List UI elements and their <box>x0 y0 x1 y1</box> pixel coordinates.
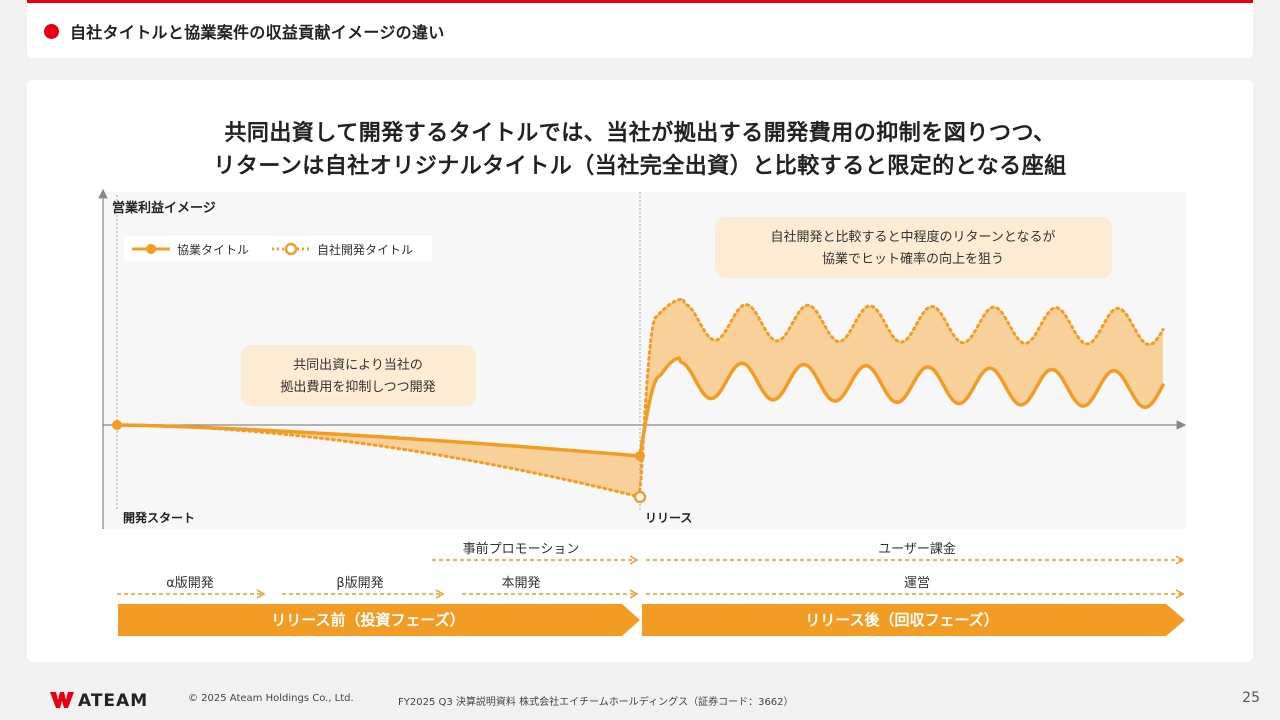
start-label: 開発スタート <box>123 510 195 525</box>
legend-collab-marker <box>146 244 156 254</box>
header-card: 自社タイトルと協業案件の収益貢献イメージの違い <box>27 3 1253 58</box>
page-title: 自社タイトルと協業案件の収益貢献イメージの違い <box>70 23 445 42</box>
footer-document-info: FY2025 Q3 決算説明資料 株式会社エイチームホールディングス（証券コード… <box>398 697 794 708</box>
timeline-main-dev-label: 本開発 <box>501 576 540 591</box>
footer-copyright: © 2025 Ateam Holdings Co., Ltd. <box>188 693 354 704</box>
y-axis-label: 営業利益イメージ <box>112 200 216 216</box>
top-accent-bar <box>27 0 1253 3</box>
ateam-logo-mark-icon <box>50 692 74 708</box>
timeline-promotion-label: 事前プロモーション <box>463 541 580 557</box>
timeline-billing-label: ユーザー課金 <box>878 541 956 557</box>
callout-left: 共同出資により当社の 拠出費用を抑制しつつ開発 <box>241 345 476 406</box>
timeline-operation-label: 運営 <box>904 576 930 591</box>
ateam-logo-text: ATEAM <box>78 691 148 710</box>
callout-right: 自社開発と比較すると中程度のリターンとなるが 協業でヒット確率の向上を狙う <box>715 217 1112 278</box>
callout-left-line-2: 拠出費用を抑制しつつ開発 <box>280 380 435 395</box>
callout-left-line-1: 共同出資により当社の <box>293 357 423 373</box>
callout-right-line-1: 自社開発と比較すると中程度のリターンとなるが <box>771 229 1056 245</box>
timeline-alpha-label: α版開発 <box>166 576 214 591</box>
start-point <box>112 420 122 430</box>
own-release-point <box>633 490 647 504</box>
ateam-logo: ATEAM <box>50 691 148 710</box>
headline-line-1: 共同出資して開発するタイトルでは、当社が拠出する開発費用の抑制を図りつつ、 <box>224 121 1056 146</box>
phase-after-label: リリース後（回収フェーズ） <box>805 611 999 629</box>
own-title-curve <box>115 297 1165 499</box>
legend-own-label: 自社開発タイトル <box>317 242 413 257</box>
return-gap-area <box>117 299 1163 497</box>
release-label: リリース <box>645 511 692 525</box>
timeline-beta-label: β版開発 <box>336 576 383 591</box>
headline-line-2: リターンは自社オリジナルタイトル（当社完全出資）と比較すると限定的となる座組 <box>213 154 1067 179</box>
callout-right-line-2: 協業でヒット確率の向上を狙う <box>822 251 1004 267</box>
page-number: 25 <box>1242 690 1260 706</box>
collab-release-point <box>635 451 645 461</box>
phase-after-arrow <box>642 604 1185 636</box>
legend-collab-label: 協業タイトル <box>177 242 249 257</box>
phase-before-arrow <box>118 604 640 636</box>
bullet-dot-icon <box>44 24 59 39</box>
phase-before-label: リリース前（投資フェーズ） <box>271 611 465 629</box>
legend: 協業タイトル 自社開発タイトル <box>124 236 432 261</box>
legend-own-marker <box>284 242 298 256</box>
